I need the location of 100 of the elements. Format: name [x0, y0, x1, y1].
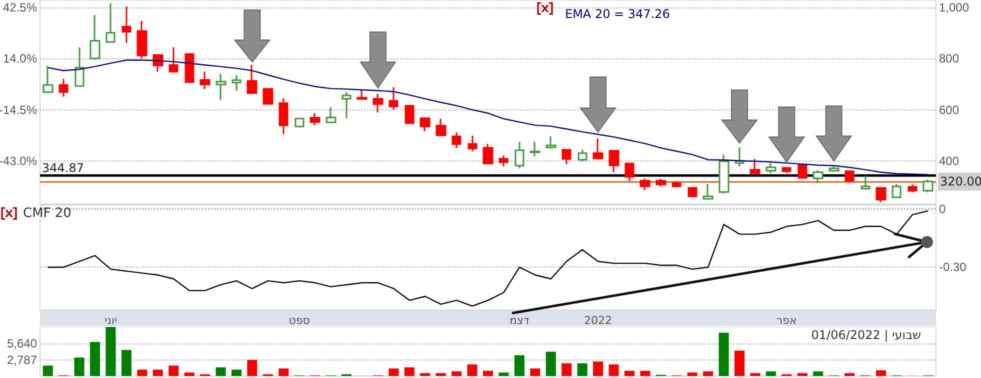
- y-tick-label: 800: [939, 52, 960, 66]
- bar: [436, 373, 446, 376]
- bar: [876, 370, 886, 376]
- bar: [514, 355, 524, 376]
- bar: [404, 367, 414, 376]
- y-tick-label: 400: [939, 154, 960, 168]
- ref-line-label: 320.00: [940, 174, 981, 188]
- bar: [452, 371, 462, 376]
- bar: [577, 363, 588, 376]
- candlestick: [342, 91, 352, 120]
- bar: [74, 358, 84, 376]
- bar: [608, 364, 619, 376]
- bar: [498, 372, 509, 376]
- bar: [546, 352, 556, 376]
- x-tick-label: דצמ: [509, 314, 530, 327]
- candlestick: [106, 2, 116, 43]
- bar: [90, 342, 100, 376]
- candlestick: [766, 162, 776, 174]
- bar: [137, 370, 148, 376]
- candlestick: [578, 148, 588, 162]
- candlestick: [860, 174, 870, 190]
- candlestick: [656, 178, 666, 188]
- y2-tick-label: -0.30: [939, 260, 967, 274]
- candlestick: [246, 64, 258, 94]
- candlestick: [216, 73, 226, 101]
- bar: [278, 368, 289, 376]
- bar: [562, 363, 572, 376]
- annotation: שבועי | 01/06/2022: [811, 328, 922, 342]
- bar: [420, 373, 430, 376]
- bar: [121, 350, 132, 376]
- chart-title: CMF 20: [23, 206, 72, 221]
- candlestick: [42, 65, 54, 93]
- bar: [687, 372, 698, 376]
- bar: [388, 368, 399, 376]
- y2-tick-label: 0: [939, 202, 946, 216]
- x-tick-label: יוני: [104, 314, 117, 327]
- y-tick-label: 5,640: [6, 336, 38, 350]
- x-tick-label: ספט: [288, 314, 310, 327]
- candlestick: [200, 70, 210, 90]
- candlestick: [482, 143, 494, 164]
- bar: [247, 360, 258, 376]
- candlestick: [892, 183, 902, 198]
- candlestick: [592, 138, 604, 160]
- bar: [530, 368, 540, 376]
- candlestick: [262, 88, 274, 105]
- candlestick: [562, 148, 572, 165]
- bar: [624, 370, 634, 376]
- bar: [718, 332, 729, 376]
- bar: [216, 367, 226, 376]
- candlestick: [702, 183, 714, 200]
- candlestick: [640, 178, 650, 191]
- candlestick: [122, 6, 132, 44]
- candlestick: [922, 178, 934, 193]
- y2-tick-label: 14.0%: [2, 52, 38, 66]
- candlestick: [74, 46, 84, 87]
- bar: [467, 364, 478, 376]
- text: EMA 20 = 347.26: [565, 7, 670, 21]
- candlestick: [498, 154, 508, 168]
- bar: [593, 362, 604, 376]
- y-tick-label: 600: [939, 102, 960, 117]
- candlestick: [372, 93, 384, 114]
- candlestick: [436, 118, 446, 136]
- candlestick: [356, 89, 368, 100]
- candlestick: [734, 146, 744, 168]
- candlestick: [828, 166, 840, 172]
- candlestick: [876, 187, 886, 203]
- candlestick: [546, 136, 556, 150]
- candlestick: [388, 86, 398, 111]
- bar: [734, 350, 745, 376]
- candlestick: [750, 158, 760, 174]
- candlestick: [908, 184, 918, 193]
- bar: [797, 373, 808, 376]
- candlestick: [514, 141, 524, 170]
- bar: [750, 373, 760, 376]
- candlestick: [844, 170, 854, 183]
- candlestick: [58, 78, 68, 98]
- bar: [184, 372, 194, 376]
- candlestick: [798, 163, 808, 179]
- candlestick: [530, 141, 540, 158]
- bar: [231, 370, 242, 376]
- candlestick: [294, 118, 304, 128]
- candlestick: [404, 104, 414, 125]
- y-tick-label: 1,000: [939, 0, 970, 14]
- candlestick: [608, 150, 620, 174]
- candlestick: [136, 20, 148, 60]
- bar: [766, 371, 776, 376]
- y2-tick-label: 42.5%: [2, 0, 38, 14]
- bar: [483, 370, 493, 376]
- bar: [106, 327, 116, 376]
- candlestick: [168, 46, 178, 72]
- bar: [152, 370, 163, 376]
- x-tick-label: אפר: [776, 314, 797, 327]
- candlestick: [326, 106, 336, 124]
- candlestick: [624, 162, 634, 182]
- ref-line-label: 344.87: [42, 161, 84, 176]
- candlestick: [452, 132, 462, 149]
- candlestick: [232, 74, 242, 92]
- bar: [703, 371, 714, 376]
- candlestick: [310, 112, 320, 126]
- candlestick: [718, 154, 730, 194]
